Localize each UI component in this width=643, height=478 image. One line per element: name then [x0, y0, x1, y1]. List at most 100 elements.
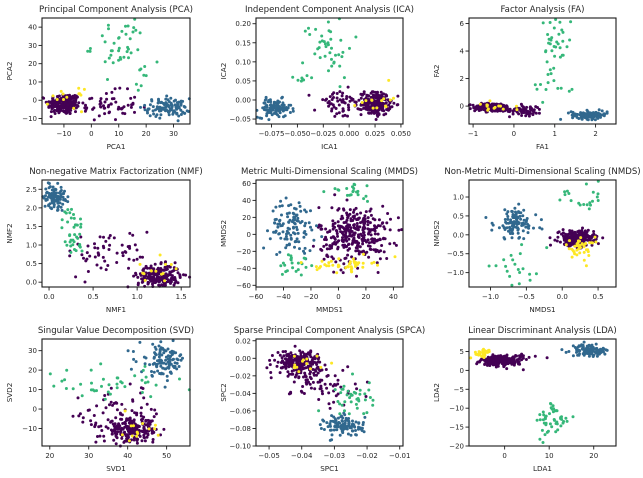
data-point [155, 272, 159, 276]
data-point [363, 214, 367, 218]
data-point [584, 264, 588, 268]
y-tick-label: 4 [460, 48, 465, 56]
data-point [539, 83, 542, 86]
data-point [561, 30, 565, 34]
x-tick-label: 0 [336, 293, 340, 301]
data-point [276, 225, 280, 229]
data-point [350, 98, 354, 102]
data-point [569, 199, 573, 203]
data-point [79, 225, 83, 229]
data-point [364, 395, 368, 398]
data-point [348, 99, 352, 103]
data-point [329, 30, 333, 34]
data-point [552, 407, 556, 411]
data-point [351, 239, 355, 243]
data-point [118, 86, 122, 90]
data-point [133, 374, 137, 378]
data-point [157, 97, 160, 101]
data-point [280, 103, 284, 107]
data-point [279, 236, 283, 240]
y-axis-label: SPC2 [219, 383, 228, 402]
data-point [274, 112, 278, 116]
data-point [100, 429, 104, 432]
y-tick-label: −15 [449, 424, 464, 432]
data-point [363, 415, 367, 419]
data-point [517, 282, 521, 286]
data-point [178, 377, 181, 381]
data-point [51, 192, 55, 196]
x-tick-label: −40 [276, 293, 291, 301]
scatter-points [41, 181, 192, 289]
data-point [138, 255, 142, 259]
data-point [97, 114, 101, 118]
data-point [55, 109, 59, 113]
data-point [355, 274, 358, 278]
data-point [57, 191, 61, 195]
data-point [84, 103, 87, 107]
data-point [547, 41, 551, 45]
data-point [376, 224, 380, 228]
data-point [361, 261, 365, 265]
data-point [56, 95, 60, 99]
data-point [503, 228, 507, 231]
data-point [379, 90, 383, 94]
data-point [51, 97, 55, 101]
data-point [124, 24, 127, 28]
data-point [373, 95, 377, 99]
data-point [280, 356, 284, 360]
subplot-5: Metric Multi-Dimensional Scaling (MMDS)−… [219, 167, 418, 314]
data-point [159, 261, 163, 265]
data-point [334, 394, 338, 398]
data-point [78, 412, 82, 416]
data-point [336, 378, 340, 382]
data-point [582, 203, 586, 206]
data-point [345, 245, 349, 248]
data-point [346, 389, 350, 393]
data-point [362, 222, 366, 226]
data-point [152, 370, 156, 374]
data-point [313, 387, 317, 391]
data-point [125, 50, 129, 54]
data-point [275, 101, 279, 105]
data-point [166, 347, 170, 351]
data-point [569, 235, 573, 239]
data-point [107, 248, 111, 251]
data-point [120, 29, 124, 33]
y-tick-label: −60 [236, 282, 251, 290]
data-point [123, 421, 127, 424]
data-point [365, 411, 369, 415]
data-point [370, 90, 374, 94]
data-point [138, 68, 142, 72]
data-point [110, 432, 114, 436]
subplot-title: Principal Component Analysis (PCA) [39, 5, 193, 15]
data-point [129, 367, 133, 371]
data-point [303, 257, 307, 260]
data-point [586, 110, 590, 114]
data-point [324, 368, 328, 371]
data-point [114, 100, 118, 104]
axes-frame [41, 17, 191, 125]
data-point [567, 192, 571, 195]
y-tick-label: 0 [460, 103, 464, 111]
data-point [282, 103, 286, 107]
data-point [369, 213, 373, 217]
data-point [104, 406, 108, 410]
data-point [154, 383, 158, 387]
data-point [150, 373, 154, 377]
x-tick-label: 20 [45, 452, 54, 460]
data-point [100, 34, 104, 38]
x-axis-label: NMDS1 [529, 305, 555, 314]
x-tick-label: −0.5 [518, 293, 535, 301]
data-point [381, 204, 385, 208]
data-point [588, 344, 591, 348]
data-point [295, 219, 299, 223]
data-point [143, 364, 147, 368]
data-point [591, 115, 595, 119]
data-point [575, 253, 579, 257]
data-point [157, 269, 161, 273]
data-point [310, 228, 314, 232]
data-point [101, 377, 105, 381]
data-point [151, 440, 155, 444]
data-point [143, 65, 147, 68]
y-axis-label: NMDS2 [432, 220, 441, 246]
